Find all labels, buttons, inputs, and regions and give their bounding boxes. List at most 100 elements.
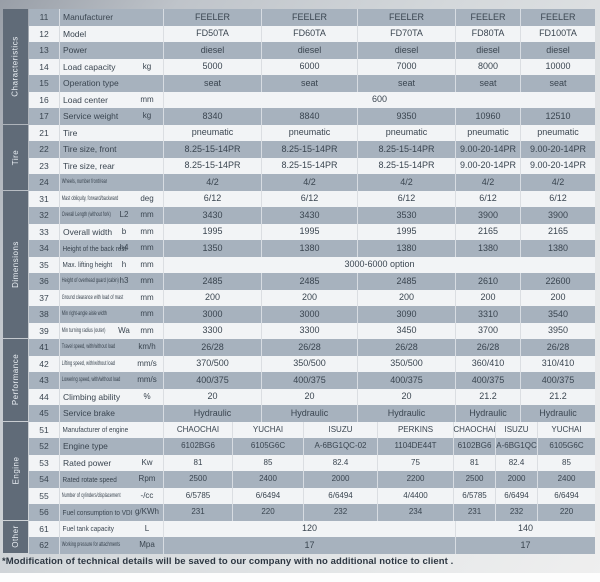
- value-cell: 310/410: [520, 355, 595, 372]
- symbol: L2: [119, 210, 129, 220]
- value-cell: 3000: [261, 306, 357, 323]
- value-cell: 9.00-20-14PR: [455, 141, 520, 158]
- value-cell: 81: [453, 454, 495, 471]
- row-number: 54: [29, 471, 60, 488]
- unit: kg: [142, 61, 152, 71]
- value-cell: 2500: [453, 471, 495, 488]
- value-cell: 75: [377, 454, 453, 471]
- value-cell: 231: [163, 504, 232, 521]
- row-number: 44: [29, 388, 60, 405]
- value-cell: 8.25-15-14PR: [261, 141, 357, 158]
- value-cell: 3000-6000 option: [163, 256, 595, 273]
- unit: [131, 438, 163, 455]
- value-cell: pneumatic: [520, 124, 595, 141]
- param-label: Number of cylinders/displacement: [61, 491, 121, 499]
- value-cell: seat: [520, 75, 595, 92]
- unit: mm: [140, 276, 154, 286]
- spec-row-14: 14 Load capacity kg 5000 6000 7000 8000 10000: [29, 58, 595, 75]
- spec-row-54: 54 Rated rotate speed Rpm 2500 2400 2000 2200 2…: [29, 471, 595, 488]
- row-number: 22: [29, 141, 60, 158]
- symbol: [117, 339, 131, 356]
- value-cell: 220: [232, 504, 303, 521]
- param-label: Working pressure for attachments: [61, 541, 121, 548]
- value-cell: 85: [537, 454, 595, 471]
- spec-row-22: 22 Tire size, front 8.25-15-14PR 8.25-15-14…: [29, 141, 595, 158]
- value-cell: 6/6494: [537, 487, 595, 504]
- symbol: [117, 42, 131, 59]
- spec-row-56: 56 Fuel consumption to VDI g/KWh 231 220 232 2…: [29, 504, 595, 521]
- row-number: 17: [29, 108, 60, 125]
- value-cell: 26/28: [261, 339, 357, 356]
- value-cell: YUCHAI: [537, 421, 595, 438]
- spec-row-61: 61 Fuel tank capacity L 120 140: [29, 520, 595, 538]
- value-cell: seat: [163, 75, 261, 92]
- unit: [131, 42, 163, 59]
- param-label: Load capacity: [63, 61, 116, 72]
- symbol: [117, 125, 131, 142]
- value-cell: 7000: [357, 58, 455, 75]
- section-label-other: Other: [3, 520, 28, 553]
- symbol: b: [121, 226, 127, 236]
- value-cell: 20: [163, 388, 261, 405]
- value-cell: pneumatic: [455, 124, 520, 141]
- value-cell: 2400: [232, 471, 303, 488]
- row-number: 24: [29, 174, 60, 191]
- param-label: Ground clearance with load of mast: [61, 293, 124, 301]
- value-cell: 4/4400: [377, 487, 453, 504]
- value-cell: 4/2: [261, 174, 357, 191]
- row-number: 16: [29, 91, 60, 108]
- value-cell: 4/2: [520, 174, 595, 191]
- value-cell: 4/2: [163, 174, 261, 191]
- value-cell: FD80TA: [455, 25, 520, 42]
- value-cell: seat: [357, 75, 455, 92]
- value-cell: 120: [163, 520, 455, 537]
- row-number: 38: [29, 306, 60, 323]
- value-cell: 6/6494: [495, 487, 537, 504]
- value-cell: 10000: [520, 58, 595, 75]
- param-label: Tire: [63, 127, 78, 138]
- value-cell: 3900: [455, 207, 520, 224]
- spec-row-13: 13 Power diesel diesel diesel diesel diesel: [29, 42, 595, 59]
- value-cell: 3090: [357, 306, 455, 323]
- section-label-text: Performance: [11, 354, 21, 406]
- spec-row-21: 21 Tire pneumatic pneumatic pneumatic pneumat…: [29, 124, 595, 142]
- row-number: 15: [29, 75, 60, 92]
- value-cell: 21.2: [455, 388, 520, 405]
- spec-row-15: 15 Operation type seat seat seat seat seat: [29, 75, 595, 92]
- spec-row-35: 35 Max. lifting height h mm 3000-6000 option: [29, 256, 595, 273]
- value-cell: diesel: [520, 42, 595, 59]
- value-cell: 81: [163, 454, 232, 471]
- symbol: [117, 158, 131, 175]
- row-number: 52: [29, 438, 60, 455]
- section-label-performance: Performance: [3, 339, 28, 421]
- value-cell: seat: [455, 75, 520, 92]
- unit: Rpm: [138, 474, 156, 484]
- value-cell: 220: [537, 504, 595, 521]
- value-cell: Hydraulic: [520, 405, 595, 422]
- unit: [131, 125, 163, 142]
- row-number: 23: [29, 157, 60, 174]
- param-label: Manufacturer of engine: [62, 425, 129, 434]
- param-label: Tire size, front: [63, 144, 117, 154]
- symbol: [117, 92, 131, 109]
- row-number: 42: [29, 355, 60, 372]
- spec-row-17: 17 Service weight kg 8340 8840 9350 10960 12510: [29, 108, 595, 125]
- row-number: 12: [29, 25, 60, 42]
- spec-row-55: 55 Number of cylinders/displacement -/cc 6/…: [29, 487, 595, 504]
- value-cell: 350/500: [261, 355, 357, 372]
- unit: [131, 75, 163, 92]
- symbol: [117, 191, 131, 208]
- value-cell: 26/28: [455, 339, 520, 356]
- spec-row-11: 11 Manufacturer FEELER FEELER FEELER FEELER FE…: [29, 9, 595, 26]
- unit: mm: [140, 226, 154, 236]
- row-number: 37: [29, 289, 60, 306]
- symbol: [117, 521, 131, 538]
- unit: mm: [140, 243, 154, 253]
- symbol: [117, 26, 131, 43]
- unit: [131, 26, 163, 43]
- value-cell: Hydraulic: [455, 405, 520, 422]
- value-cell: 1104DE44T: [377, 438, 453, 455]
- value-cell: Hydraulic: [357, 405, 455, 422]
- row-number: 14: [29, 58, 60, 75]
- row-number: 13: [29, 42, 60, 59]
